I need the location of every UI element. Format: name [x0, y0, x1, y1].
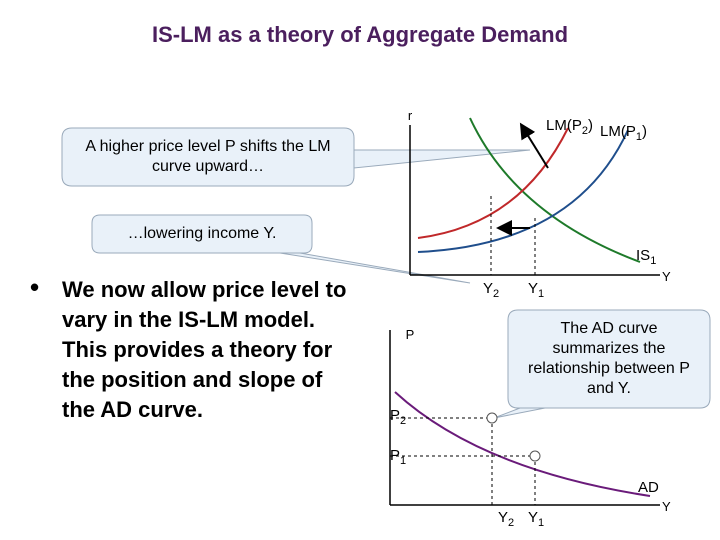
tick-label: Y1 — [528, 509, 544, 529]
label-sub: 2 — [582, 125, 588, 137]
tick-label: P1 — [390, 447, 406, 467]
label-text: P — [390, 407, 400, 424]
tick-label: P2 — [390, 407, 406, 427]
title: IS-LM as a theory of Aggregate Demand — [152, 22, 568, 47]
ad-curve — [394, 391, 651, 497]
axis-label: r — [408, 108, 413, 123]
tick-label: Y2 — [498, 509, 514, 529]
axis-label: Y — [662, 499, 671, 514]
label-sub: 2 — [508, 517, 514, 529]
label-text: Y — [528, 280, 538, 297]
label-text: IS — [636, 247, 650, 264]
curve-label: LM(P1) — [600, 123, 647, 143]
label-text: LM(P — [600, 123, 636, 140]
is-curve — [469, 117, 641, 263]
callout-box — [61, 127, 355, 187]
shift-arrow — [519, 122, 549, 169]
label-text: ) — [642, 123, 647, 140]
callout-text: …lowering income Y. — [127, 225, 277, 242]
point — [529, 450, 541, 462]
point — [486, 412, 498, 424]
label-sub: 1 — [650, 255, 656, 267]
callout-text: The AD curve summarizes the relationship… — [528, 320, 690, 397]
bullet-text: We now allow price level to vary in the … — [62, 277, 347, 422]
callout-box — [91, 214, 313, 254]
curve-label: IS1 — [636, 247, 656, 267]
label-text: Y — [483, 280, 493, 297]
label-sub: 1 — [538, 288, 544, 300]
tick-label: Y2 — [483, 280, 499, 300]
lm1-curve — [417, 129, 629, 253]
label-text: Y — [528, 509, 538, 526]
label-text: Y — [498, 509, 508, 526]
bullet-marker: • — [30, 272, 40, 302]
label-sub: 1 — [538, 517, 544, 529]
callout-tail — [353, 149, 531, 169]
callout-tail — [493, 407, 546, 419]
label-sub: 2 — [493, 288, 499, 300]
callout-text: A higher price level P shifts the LM cur… — [85, 138, 331, 175]
tick-label: Y1 — [528, 280, 544, 300]
curve-label: LM(P2) — [546, 117, 593, 137]
label-text: P — [390, 447, 400, 464]
label-sub: 1 — [400, 455, 406, 467]
label-sub: 2 — [400, 415, 406, 427]
axis-label: Y — [662, 269, 671, 284]
label-text: ) — [588, 117, 593, 134]
label-sub: 1 — [636, 131, 642, 143]
label-text: LM(P — [546, 117, 582, 134]
lm2-curve — [417, 127, 569, 239]
curve-label: AD — [638, 479, 659, 496]
callout-box — [507, 309, 711, 409]
axis-label: P — [406, 327, 415, 342]
